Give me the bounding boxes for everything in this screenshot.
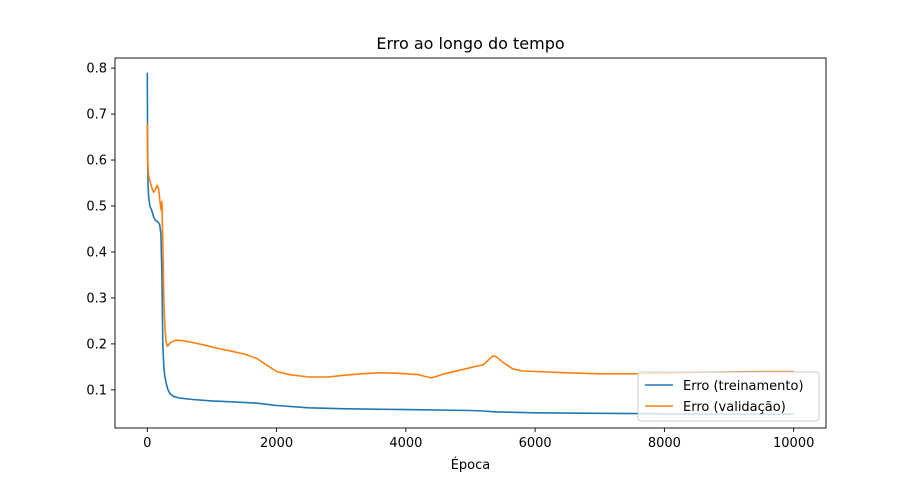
x-tick-label: 4000 — [389, 436, 422, 451]
x-tick-label: 8000 — [648, 436, 681, 451]
y-tick-label: 0.5 — [86, 200, 107, 215]
chart-title: Erro ao longo do tempo — [376, 34, 564, 53]
x-tick-label: 0 — [143, 436, 151, 451]
plot-area — [115, 58, 826, 428]
legend-label-training: Erro (treinamento) — [683, 379, 804, 394]
series-line-0 — [146, 72, 794, 416]
legend: Erro (treinamento) Erro (validação) — [637, 371, 820, 422]
series-lines — [146, 72, 794, 416]
y-tick-label: 0.4 — [86, 245, 107, 260]
y-tick-label: 0.1 — [86, 383, 107, 398]
plot-frame — [114, 57, 827, 429]
y-tick-label: 0.6 — [86, 154, 107, 169]
y-tick-label: 0.7 — [86, 108, 107, 123]
x-tick-label: 6000 — [519, 436, 552, 451]
legend-box — [637, 371, 820, 422]
x-tick-label: 2000 — [260, 436, 293, 451]
y-tick-label: 0.3 — [86, 291, 107, 306]
legend-label-validation: Erro (validação) — [683, 400, 786, 415]
series-line-1 — [146, 123, 794, 379]
axis-ticks: 0 2000 4000 6000 8000 10000 0.1 0.2 0.3 0.4 0.5 0.6… — [86, 62, 814, 451]
x-tick-label: 10000 — [773, 436, 814, 451]
x-axis-label: Época — [451, 457, 491, 473]
y-tick-label: 0.2 — [86, 337, 107, 352]
y-tick-label: 0.8 — [86, 62, 107, 77]
